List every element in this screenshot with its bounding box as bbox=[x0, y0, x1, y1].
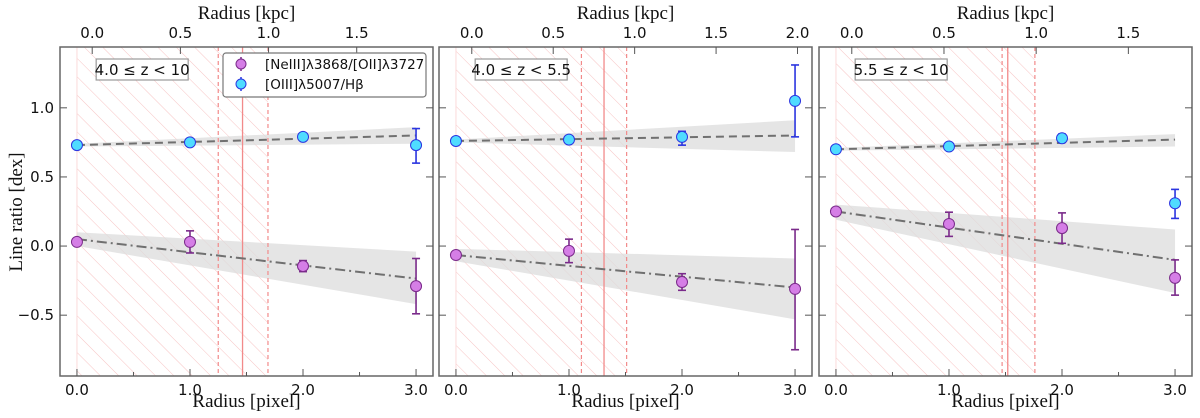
redshift-label: 4.0 ≤ z < 5.5 bbox=[471, 61, 571, 79]
neiii-data-point bbox=[789, 282, 802, 295]
psf-hatch-region bbox=[455, 47, 627, 376]
redshift-label: 4.0 ≤ z < 10 bbox=[95, 61, 190, 79]
neiii-data-point bbox=[410, 280, 423, 293]
x-tick-label: 1.0 bbox=[937, 381, 961, 399]
neiii-fit-line bbox=[76, 238, 417, 280]
x-tick-label: 1.0 bbox=[557, 381, 581, 399]
x-tick-label: 0.0 bbox=[824, 381, 848, 399]
x-tick-label: 3.0 bbox=[1163, 381, 1187, 399]
redshift-label-box bbox=[474, 58, 568, 81]
oiii-data-point bbox=[789, 94, 802, 107]
oiii-data-point bbox=[676, 130, 689, 143]
oiii-fit-confidence-band bbox=[455, 120, 796, 153]
top-x-tick-label: 1.5 bbox=[704, 24, 728, 42]
top-x-tick-label: 0.5 bbox=[541, 24, 565, 42]
top-x-tick-label: 0.0 bbox=[80, 24, 104, 42]
top-x-tick-label: 1.5 bbox=[1116, 24, 1140, 42]
panel-1: 0.0 1.0 2.0 3.0 Radius [pixel] 0.0 0.5 1.0 1.5 Ra… bbox=[18, 3, 434, 412]
x-tick-label: 2.0 bbox=[1050, 381, 1074, 399]
oiii-data-point bbox=[829, 143, 842, 156]
y-tick-label: 0.5 bbox=[30, 168, 54, 186]
neiii-data-point bbox=[183, 235, 196, 248]
legend-box bbox=[222, 52, 427, 98]
oiii-fit-confidence-band bbox=[76, 127, 417, 147]
oiii-data-point bbox=[1056, 132, 1069, 145]
neiii-data-point bbox=[1169, 271, 1182, 284]
top-x-tick-label: 2.0 bbox=[786, 24, 810, 42]
neiii-data-point bbox=[562, 244, 575, 257]
neiii-data-point bbox=[676, 276, 689, 288]
neiii-fit-confidence-band bbox=[835, 204, 1176, 294]
top-x-tick-label: 1.0 bbox=[1024, 24, 1048, 42]
neiii-data-point bbox=[297, 260, 310, 273]
neiii-fit-line bbox=[455, 254, 796, 289]
redshift-label: 5.5 ≤ z < 10 bbox=[854, 61, 949, 79]
top-x-axis-label: Radius [kpc] bbox=[957, 3, 1055, 24]
oiii-fit-line bbox=[835, 138, 1176, 151]
neiii-fit-confidence-band bbox=[455, 248, 796, 320]
top-x-tick-label: 0.0 bbox=[460, 24, 484, 42]
legend-entry: [OIII]λ5007/Hβ bbox=[265, 77, 364, 93]
x-tick-label: 3.0 bbox=[783, 381, 807, 399]
neiii-data-point bbox=[1056, 222, 1069, 235]
panel-2: 0.0 1.0 2.0 3.0 Radius [pixel] 0.0 0.5 1.0 1.5 2.… bbox=[438, 3, 813, 412]
top-x-tick-label: 0.5 bbox=[168, 24, 192, 42]
y-tick-label: −0.5 bbox=[18, 306, 54, 324]
x-tick-label: 2.0 bbox=[291, 381, 315, 399]
oiii-data-point bbox=[297, 130, 310, 143]
x-tick-label: 3.0 bbox=[404, 381, 428, 399]
top-x-tick-label: 1.5 bbox=[345, 24, 369, 42]
oiii-data-point bbox=[562, 133, 575, 146]
neiii-data-point bbox=[70, 235, 83, 248]
redshift-label-box bbox=[854, 58, 948, 81]
oiii-data-point bbox=[449, 135, 462, 147]
legend-marker-neiii bbox=[235, 58, 247, 70]
top-x-tick-label: 1.0 bbox=[623, 24, 647, 42]
panel-3: 0.0 1.0 2.0 3.0 Radius [pixel] 0.0 0.5 1.0 1.5 Ra… bbox=[818, 3, 1193, 412]
neiii-data-point bbox=[829, 205, 842, 218]
x-tick-label: 0.0 bbox=[65, 381, 89, 399]
oiii-data-point bbox=[410, 139, 423, 152]
top-x-tick-label: 0.5 bbox=[932, 24, 956, 42]
x-tick-label: 0.0 bbox=[444, 381, 468, 399]
neiii-fit-confidence-band bbox=[76, 232, 417, 305]
oiii-data-point bbox=[70, 139, 83, 152]
neiii-fit-line bbox=[835, 210, 1176, 261]
oiii-data-point bbox=[1169, 197, 1182, 210]
y-tick-label: 1.0 bbox=[30, 99, 54, 117]
top-x-axis-label: Radius [kpc] bbox=[198, 3, 296, 24]
x-tick-label: 1.0 bbox=[178, 381, 202, 399]
oiii-fit-line bbox=[455, 134, 796, 142]
top-x-tick-label: 1.0 bbox=[257, 24, 281, 42]
top-x-tick-label: 0.0 bbox=[840, 24, 864, 42]
x-axis-label: Radius [pixel] bbox=[951, 391, 1059, 412]
psf-hatch-region bbox=[76, 47, 268, 376]
y-tick-label: 0.0 bbox=[30, 237, 54, 255]
top-x-axis-label: Radius [kpc] bbox=[577, 3, 675, 24]
y-axis-label: Line ratio [dex] bbox=[6, 152, 27, 271]
legend-entry: [NeIII]λ3868/[OII]λ3727 bbox=[265, 57, 424, 73]
neiii-data-point bbox=[942, 217, 955, 230]
x-tick-label: 2.0 bbox=[670, 381, 694, 399]
legend: [NeIII]λ3868/[OII]λ3727 [OIII]λ5007/Hβ bbox=[222, 52, 427, 98]
oiii-data-point bbox=[183, 136, 196, 149]
oiii-fit-line bbox=[76, 134, 417, 147]
x-axis-label: Radius [pixel] bbox=[571, 391, 679, 412]
legend-marker-oiii bbox=[235, 78, 247, 90]
neiii-data-point bbox=[449, 249, 462, 262]
redshift-label-box bbox=[95, 58, 189, 81]
x-axis-label: Radius [pixel] bbox=[192, 391, 300, 412]
oiii-data-point bbox=[942, 140, 955, 153]
